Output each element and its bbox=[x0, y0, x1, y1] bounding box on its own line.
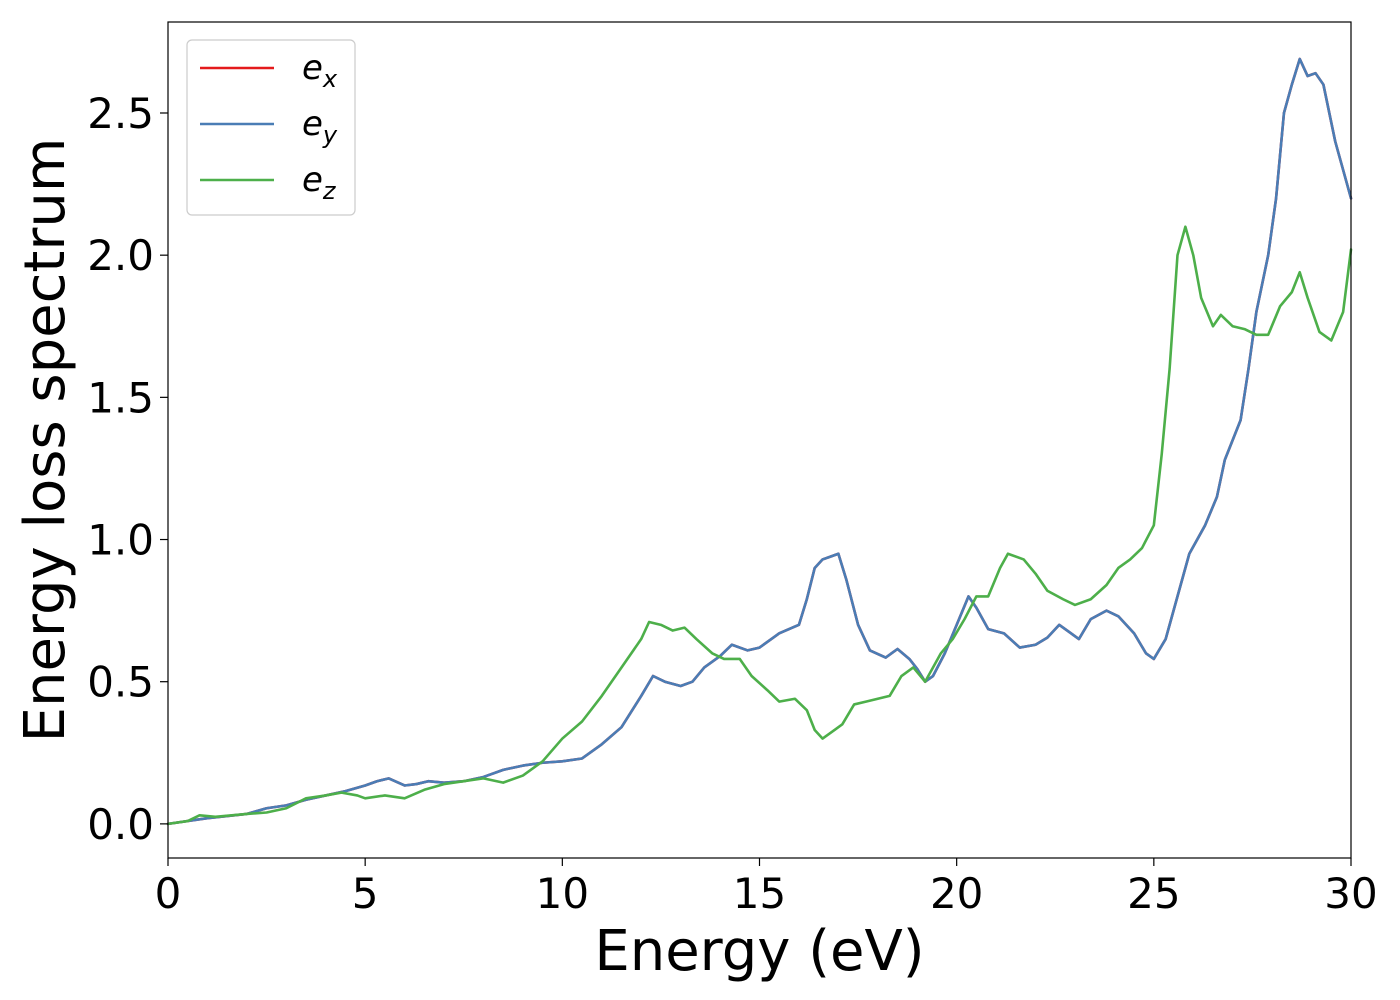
series-layer bbox=[166, 57, 1353, 826]
legend-label-y: ey bbox=[302, 104, 338, 149]
y-tick-label: 1.0 bbox=[87, 516, 154, 565]
legend-label-z: ez bbox=[302, 160, 337, 205]
x-tick-label: 20 bbox=[930, 869, 983, 918]
legend-label-x: ex bbox=[302, 48, 338, 93]
y-tick-label: 0.0 bbox=[87, 800, 154, 849]
x-axis-label: Energy (eV) bbox=[594, 919, 924, 984]
legend: ex ey ez bbox=[186, 39, 356, 216]
x-tick-label: 15 bbox=[733, 869, 786, 918]
y-tick-label: 1.5 bbox=[87, 373, 154, 422]
x-tick-label: 30 bbox=[1324, 869, 1377, 918]
x-tick-label: 10 bbox=[536, 869, 589, 918]
series-line-z bbox=[166, 225, 1353, 826]
y-axis-label: Energy loss spectrum bbox=[13, 138, 78, 743]
legend-box bbox=[186, 39, 356, 216]
x-axis: 0 5 10 15 20 25 30 bbox=[155, 858, 1378, 918]
y-axis: 0.0 0.5 1.0 1.5 2.0 2.5 bbox=[87, 89, 168, 849]
y-tick-label: 2.0 bbox=[87, 231, 154, 280]
y-tick-label: 0.5 bbox=[87, 658, 154, 707]
y-tick-label: 2.5 bbox=[87, 89, 154, 138]
x-tick-label: 0 bbox=[155, 869, 182, 918]
x-tick-label: 25 bbox=[1127, 869, 1180, 918]
x-tick-label: 5 bbox=[352, 869, 379, 918]
